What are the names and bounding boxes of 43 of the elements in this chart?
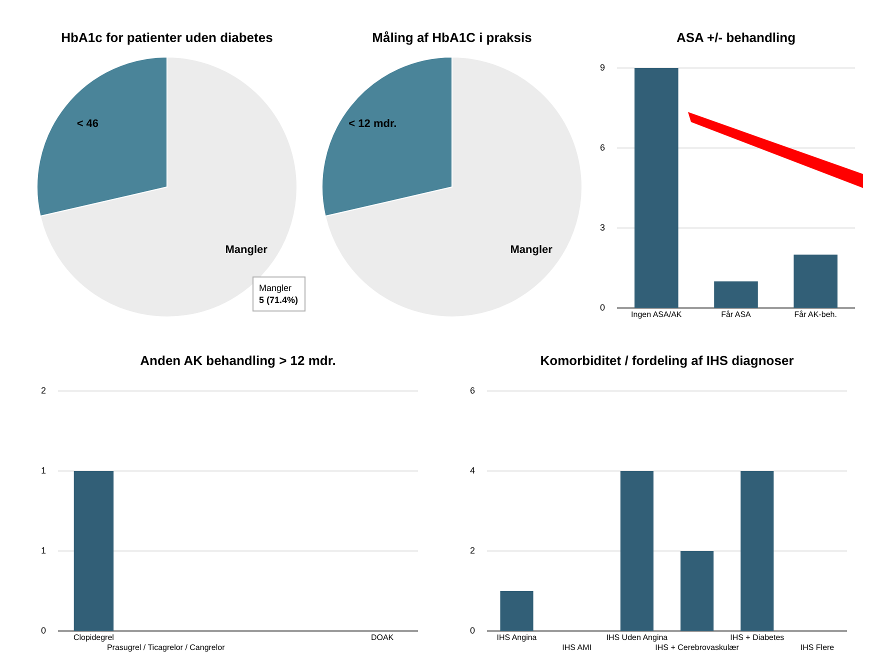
slice-label: < 12 mdr. bbox=[348, 118, 397, 130]
y-tick-label: 2 bbox=[470, 545, 475, 556]
x-tick-label: Prasugrel / Ticagrelor / Cangrelor bbox=[106, 643, 226, 652]
y-tick-label: 0 bbox=[40, 625, 46, 636]
chart-title: Anden AK behandling > 12 mdr. bbox=[140, 353, 336, 368]
pie-slice bbox=[324, 56, 582, 318]
y-tick-label: 6 bbox=[600, 142, 605, 152]
y-tick-label: 4 bbox=[470, 465, 475, 476]
chart-title: HbA1c for patienter uden diabetes bbox=[61, 30, 273, 45]
bar bbox=[740, 471, 774, 631]
y-tick-label: 0 bbox=[470, 625, 475, 636]
x-tick-label: Får ASA bbox=[721, 310, 752, 319]
slice-label: Mangler bbox=[225, 244, 268, 256]
x-tick-label: Ingen ASA/AK bbox=[631, 310, 682, 319]
bar bbox=[634, 68, 678, 308]
bar bbox=[714, 281, 758, 308]
chart-title: Komorbiditet / fordeling af IHS diagnoser bbox=[540, 353, 794, 368]
slice-label: Mangler bbox=[510, 244, 554, 256]
x-tick-label: IHS Angina bbox=[496, 633, 538, 642]
y-tick-label: 3 bbox=[600, 222, 605, 232]
pie-slice bbox=[40, 56, 298, 318]
x-tick-label: IHS + Cerebrovaskulær bbox=[655, 643, 740, 652]
bar bbox=[500, 591, 534, 631]
x-tick-label: IHS Uden Angina bbox=[606, 633, 668, 642]
y-tick-label: 2 bbox=[40, 385, 46, 396]
y-tick-label: 1 bbox=[40, 545, 46, 556]
chart-title: ASA +/- behandling bbox=[676, 30, 796, 45]
y-tick-label: 1 bbox=[40, 465, 46, 476]
x-tick-label: Clopidegrel bbox=[73, 633, 114, 642]
x-tick-label: IHS + Diabetes bbox=[730, 633, 784, 642]
chart-title: Måling af HbA1C i praksis bbox=[372, 30, 532, 45]
y-tick-label: 6 bbox=[470, 385, 475, 396]
text: Mangler 5 (71.4%) bbox=[259, 283, 298, 305]
x-tick-label: IHS Flere bbox=[800, 643, 835, 652]
x-tick-label: DOAK bbox=[370, 633, 394, 642]
bar bbox=[794, 254, 838, 308]
y-tick-label: 0 bbox=[600, 302, 605, 312]
y-tick-label: 9 bbox=[600, 62, 605, 72]
x-tick-label: IHS AMI bbox=[562, 643, 592, 652]
slice-label: < 46 bbox=[76, 118, 99, 130]
x-tick-label: Får AK-beh. bbox=[794, 310, 837, 319]
bar bbox=[620, 471, 654, 631]
bar bbox=[680, 551, 714, 631]
